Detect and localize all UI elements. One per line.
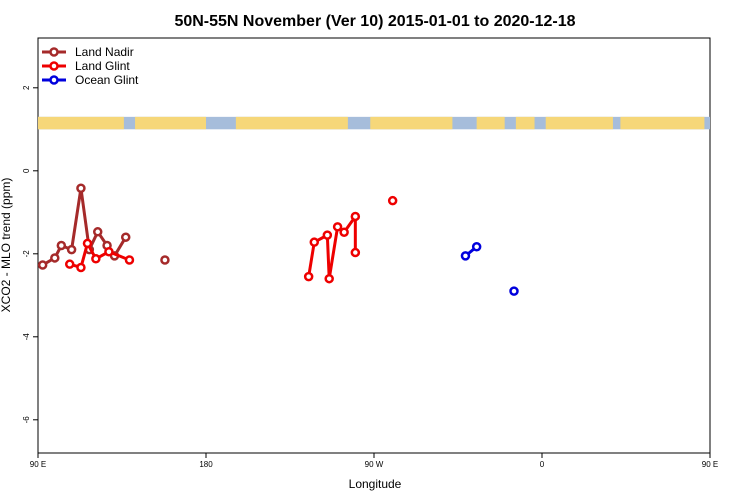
legend-label: Land Nadir: [75, 45, 134, 59]
data-point: [76, 262, 86, 273]
series-ocean-glint: [460, 241, 519, 296]
land-band: [235, 116, 348, 130]
data-point: [120, 232, 131, 242]
series-layer: [37, 183, 519, 296]
land-band: [135, 116, 206, 130]
plot-frame: [37, 37, 711, 454]
legend-marker: [49, 61, 59, 71]
x-tick-label: 90 W: [365, 460, 384, 469]
y-tick-label: -6: [22, 416, 31, 424]
land-ocean-strip: [38, 116, 710, 130]
data-point: [76, 183, 86, 193]
data-point: [50, 253, 60, 263]
y-axis-label: XCO2 - MLO trend (ppm): [0, 178, 13, 313]
legend-label: Land Glint: [75, 59, 130, 73]
data-point: [309, 237, 320, 247]
data-point: [332, 222, 343, 232]
data-point: [91, 254, 101, 264]
legend-item: Land Nadir: [42, 45, 134, 59]
data-point: [82, 238, 93, 249]
data-point: [160, 255, 170, 265]
land-band: [370, 116, 453, 130]
land-band: [620, 116, 705, 130]
y-tick-label: -4: [22, 333, 31, 341]
legend-marker: [49, 75, 59, 85]
legend-item: Land Glint: [42, 59, 130, 73]
data-point: [387, 195, 398, 206]
data-point: [104, 246, 114, 257]
series-land-glint: [64, 195, 398, 284]
data-point: [324, 273, 334, 284]
data-point: [64, 259, 75, 269]
data-point: [66, 244, 77, 255]
data-point: [124, 255, 135, 265]
land-band: [545, 116, 613, 130]
x-axis-label: Longitude: [349, 477, 402, 491]
data-point: [92, 227, 103, 237]
chart-title: 50N-55N November (Ver 10) 2015-01-01 to …: [174, 13, 575, 30]
land-band: [515, 116, 535, 130]
data-point: [471, 241, 482, 252]
series-line: [307, 214, 357, 281]
x-tick-label: 90 E: [30, 460, 46, 469]
data-point: [350, 247, 361, 258]
x-tick-label: 180: [199, 460, 213, 469]
y-axis: 2 0 -2 -4 -6: [22, 85, 38, 423]
legend-label: Ocean Glint: [75, 73, 139, 87]
data-point: [339, 227, 349, 237]
data-point: [303, 271, 314, 282]
legend-item: Ocean Glint: [42, 73, 139, 87]
data-point: [460, 251, 471, 261]
y-tick-label: 2: [22, 85, 31, 90]
data-point: [509, 286, 519, 296]
x-tick-label: 0: [540, 460, 545, 469]
data-point: [56, 240, 67, 251]
land-band: [476, 116, 505, 130]
y-tick-label: 0: [22, 168, 31, 173]
data-point: [350, 211, 361, 222]
y-tick-label: -2: [22, 250, 31, 258]
land-band: [38, 116, 124, 130]
x-tick-label: 90 E: [702, 460, 718, 469]
data-point: [322, 230, 333, 240]
data-point: [37, 260, 48, 270]
legend-marker: [49, 47, 59, 57]
